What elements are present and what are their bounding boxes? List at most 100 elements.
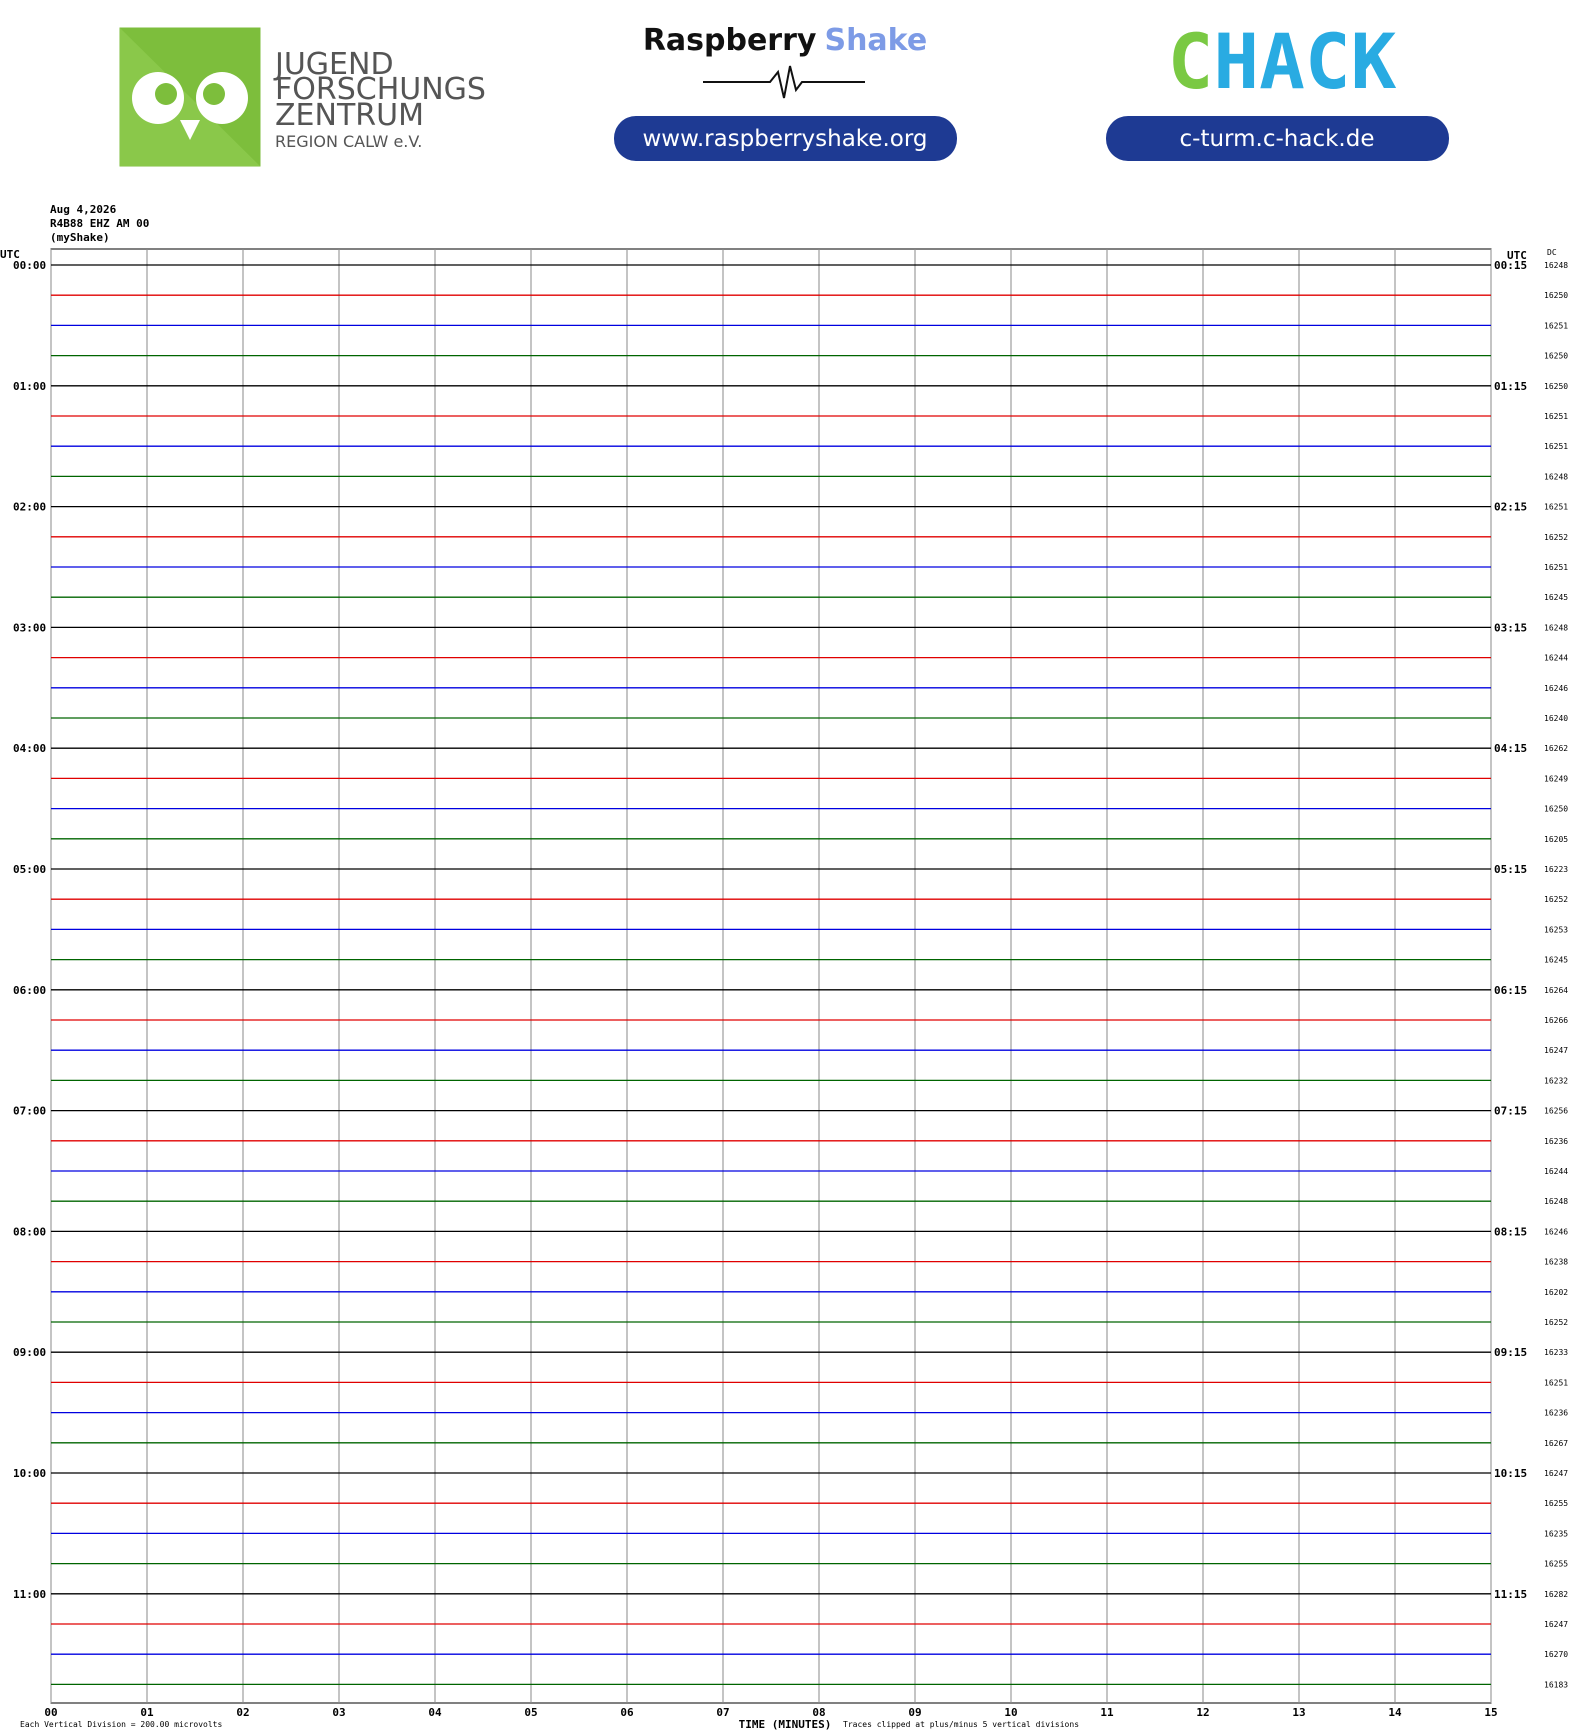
dc-value: 16240: [1544, 714, 1568, 723]
dc-value: 16252: [1544, 895, 1568, 904]
x-axis-title: TIME (MINUTES): [739, 1718, 832, 1731]
jfz-text: JUGEND FORSCHUNGS ZENTRUM REGION CALW e.V.: [273, 47, 486, 151]
right-time-label: 02:15: [1494, 501, 1527, 514]
dc-value: 16248: [1544, 623, 1568, 632]
right-time-label: 01:15: [1494, 380, 1527, 393]
left-time-label: 08:00: [13, 1225, 46, 1238]
left-time-label: 02:00: [13, 501, 46, 514]
dc-value: 16250: [1544, 352, 1568, 361]
dc-value: 16244: [1544, 654, 1568, 663]
left-time-label: 03:00: [13, 621, 46, 634]
dc-value: 16255: [1544, 1499, 1568, 1508]
right-time-label: 09:15: [1494, 1346, 1527, 1359]
dc-value: 16232: [1544, 1076, 1568, 1085]
dc-value: 16236: [1544, 1409, 1568, 1418]
dc-value: 16247: [1544, 1469, 1568, 1478]
dc-value: 16248: [1544, 472, 1568, 481]
x-tick-label: 02: [236, 1706, 249, 1719]
x-tick-label: 06: [620, 1706, 634, 1719]
dc-value: 16183: [1544, 1680, 1568, 1689]
dc-value: 16247: [1544, 1620, 1568, 1629]
x-tick-label: 05: [524, 1706, 537, 1719]
dc-value: 16282: [1544, 1590, 1568, 1599]
x-tick-label: 01: [140, 1706, 154, 1719]
chack-url: c-turm.c-hack.de: [1180, 126, 1375, 152]
jfz-logo: [119, 27, 261, 167]
right-time-label: 07:15: [1494, 1105, 1527, 1118]
dc-value: 16251: [1544, 1378, 1568, 1387]
rs-word: Raspberry: [643, 23, 817, 58]
x-tick-label: 09: [908, 1706, 921, 1719]
dc-value: 16251: [1544, 503, 1568, 512]
rs-wave: [703, 65, 865, 99]
dc-value: 16256: [1544, 1107, 1568, 1116]
dc-value: 16262: [1544, 744, 1568, 753]
x-tick-label: 15: [1484, 1706, 1497, 1719]
dc-value: 16252: [1544, 533, 1568, 542]
right-time-label: 06:15: [1494, 984, 1527, 997]
right-time-label: 00:15: [1494, 259, 1527, 272]
dc-value: 16250: [1544, 805, 1568, 814]
x-tick-label: 03: [332, 1706, 345, 1719]
dc-value: 16266: [1544, 1016, 1568, 1025]
right-time-label: 08:15: [1494, 1225, 1527, 1238]
footer-left: Each Vertical Division = 200.00 microvol…: [20, 1720, 222, 1729]
right-time-label: 03:15: [1494, 621, 1527, 634]
rs-logo: Raspberry Shake: [643, 23, 927, 58]
x-tick-label: 08: [812, 1706, 825, 1719]
y-unit-right: UTC: [1507, 249, 1527, 262]
chack-c: C: [1168, 17, 1214, 106]
dc-value: 16250: [1544, 291, 1568, 300]
dc-value: 16251: [1544, 563, 1568, 572]
dc-value: 16267: [1544, 1439, 1568, 1448]
dc-value: 16238: [1544, 1258, 1568, 1267]
left-time-label: 06:00: [13, 984, 46, 997]
chack-pill: [1106, 116, 1449, 161]
jfz-line: FORSCHUNGS: [275, 72, 486, 107]
dc-header: DC: [1547, 248, 1557, 257]
station-info: (myShake): [50, 231, 110, 244]
left-time-label: 04:00: [13, 742, 46, 755]
right-time-label: 11:15: [1494, 1588, 1527, 1601]
left-time-label: 07:00: [13, 1105, 46, 1118]
plot-frame: [50, 248, 1492, 1704]
dc-value: 16255: [1544, 1560, 1568, 1569]
station-info: Aug 4,2026: [50, 203, 117, 216]
x-tick-label: 13: [1292, 1706, 1305, 1719]
left-time-label: 01:00: [13, 380, 46, 393]
dc-value: 16246: [1544, 1227, 1568, 1236]
dc-value: 16245: [1544, 593, 1568, 602]
left-time-label: 11:00: [13, 1588, 46, 1601]
dc-value: 16247: [1544, 1046, 1568, 1055]
x-tick-label: 10: [1004, 1706, 1017, 1719]
left-time-label: 09:00: [13, 1346, 46, 1359]
dc-value: 16252: [1544, 1318, 1568, 1327]
dc-value: 16249: [1544, 774, 1568, 783]
dc-value: 16235: [1544, 1529, 1568, 1538]
dc-value: 16264: [1544, 986, 1568, 995]
dc-value: 16251: [1544, 321, 1568, 330]
x-tick-label: 07: [716, 1706, 729, 1719]
left-time-label: 05:00: [13, 863, 46, 876]
x-tick-label: 00: [44, 1706, 57, 1719]
dc-value: 16248: [1544, 261, 1568, 270]
dc-value: 16270: [1544, 1650, 1568, 1659]
jfz-line: JUGEND: [273, 47, 394, 82]
right-time-label: 10:15: [1494, 1467, 1527, 1480]
dc-value: 16245: [1544, 956, 1568, 965]
dc-value: 16253: [1544, 925, 1568, 934]
dc-value: 16233: [1544, 1348, 1568, 1357]
y-unit-left: UTC: [0, 248, 20, 261]
dc-value: 16236: [1544, 1137, 1568, 1146]
x-tick-label: 11: [1100, 1706, 1114, 1719]
rs-word: Shake: [824, 23, 927, 58]
dc-value: 16202: [1544, 1288, 1568, 1297]
dc-value: 16223: [1544, 865, 1568, 874]
jfz-line: REGION CALW e.V.: [275, 132, 422, 151]
left-time-label: 10:00: [13, 1467, 46, 1480]
dc-value: 16205: [1544, 835, 1568, 844]
jfz-line: ZENTRUM: [275, 98, 424, 133]
x-tick-label: 12: [1196, 1706, 1209, 1719]
